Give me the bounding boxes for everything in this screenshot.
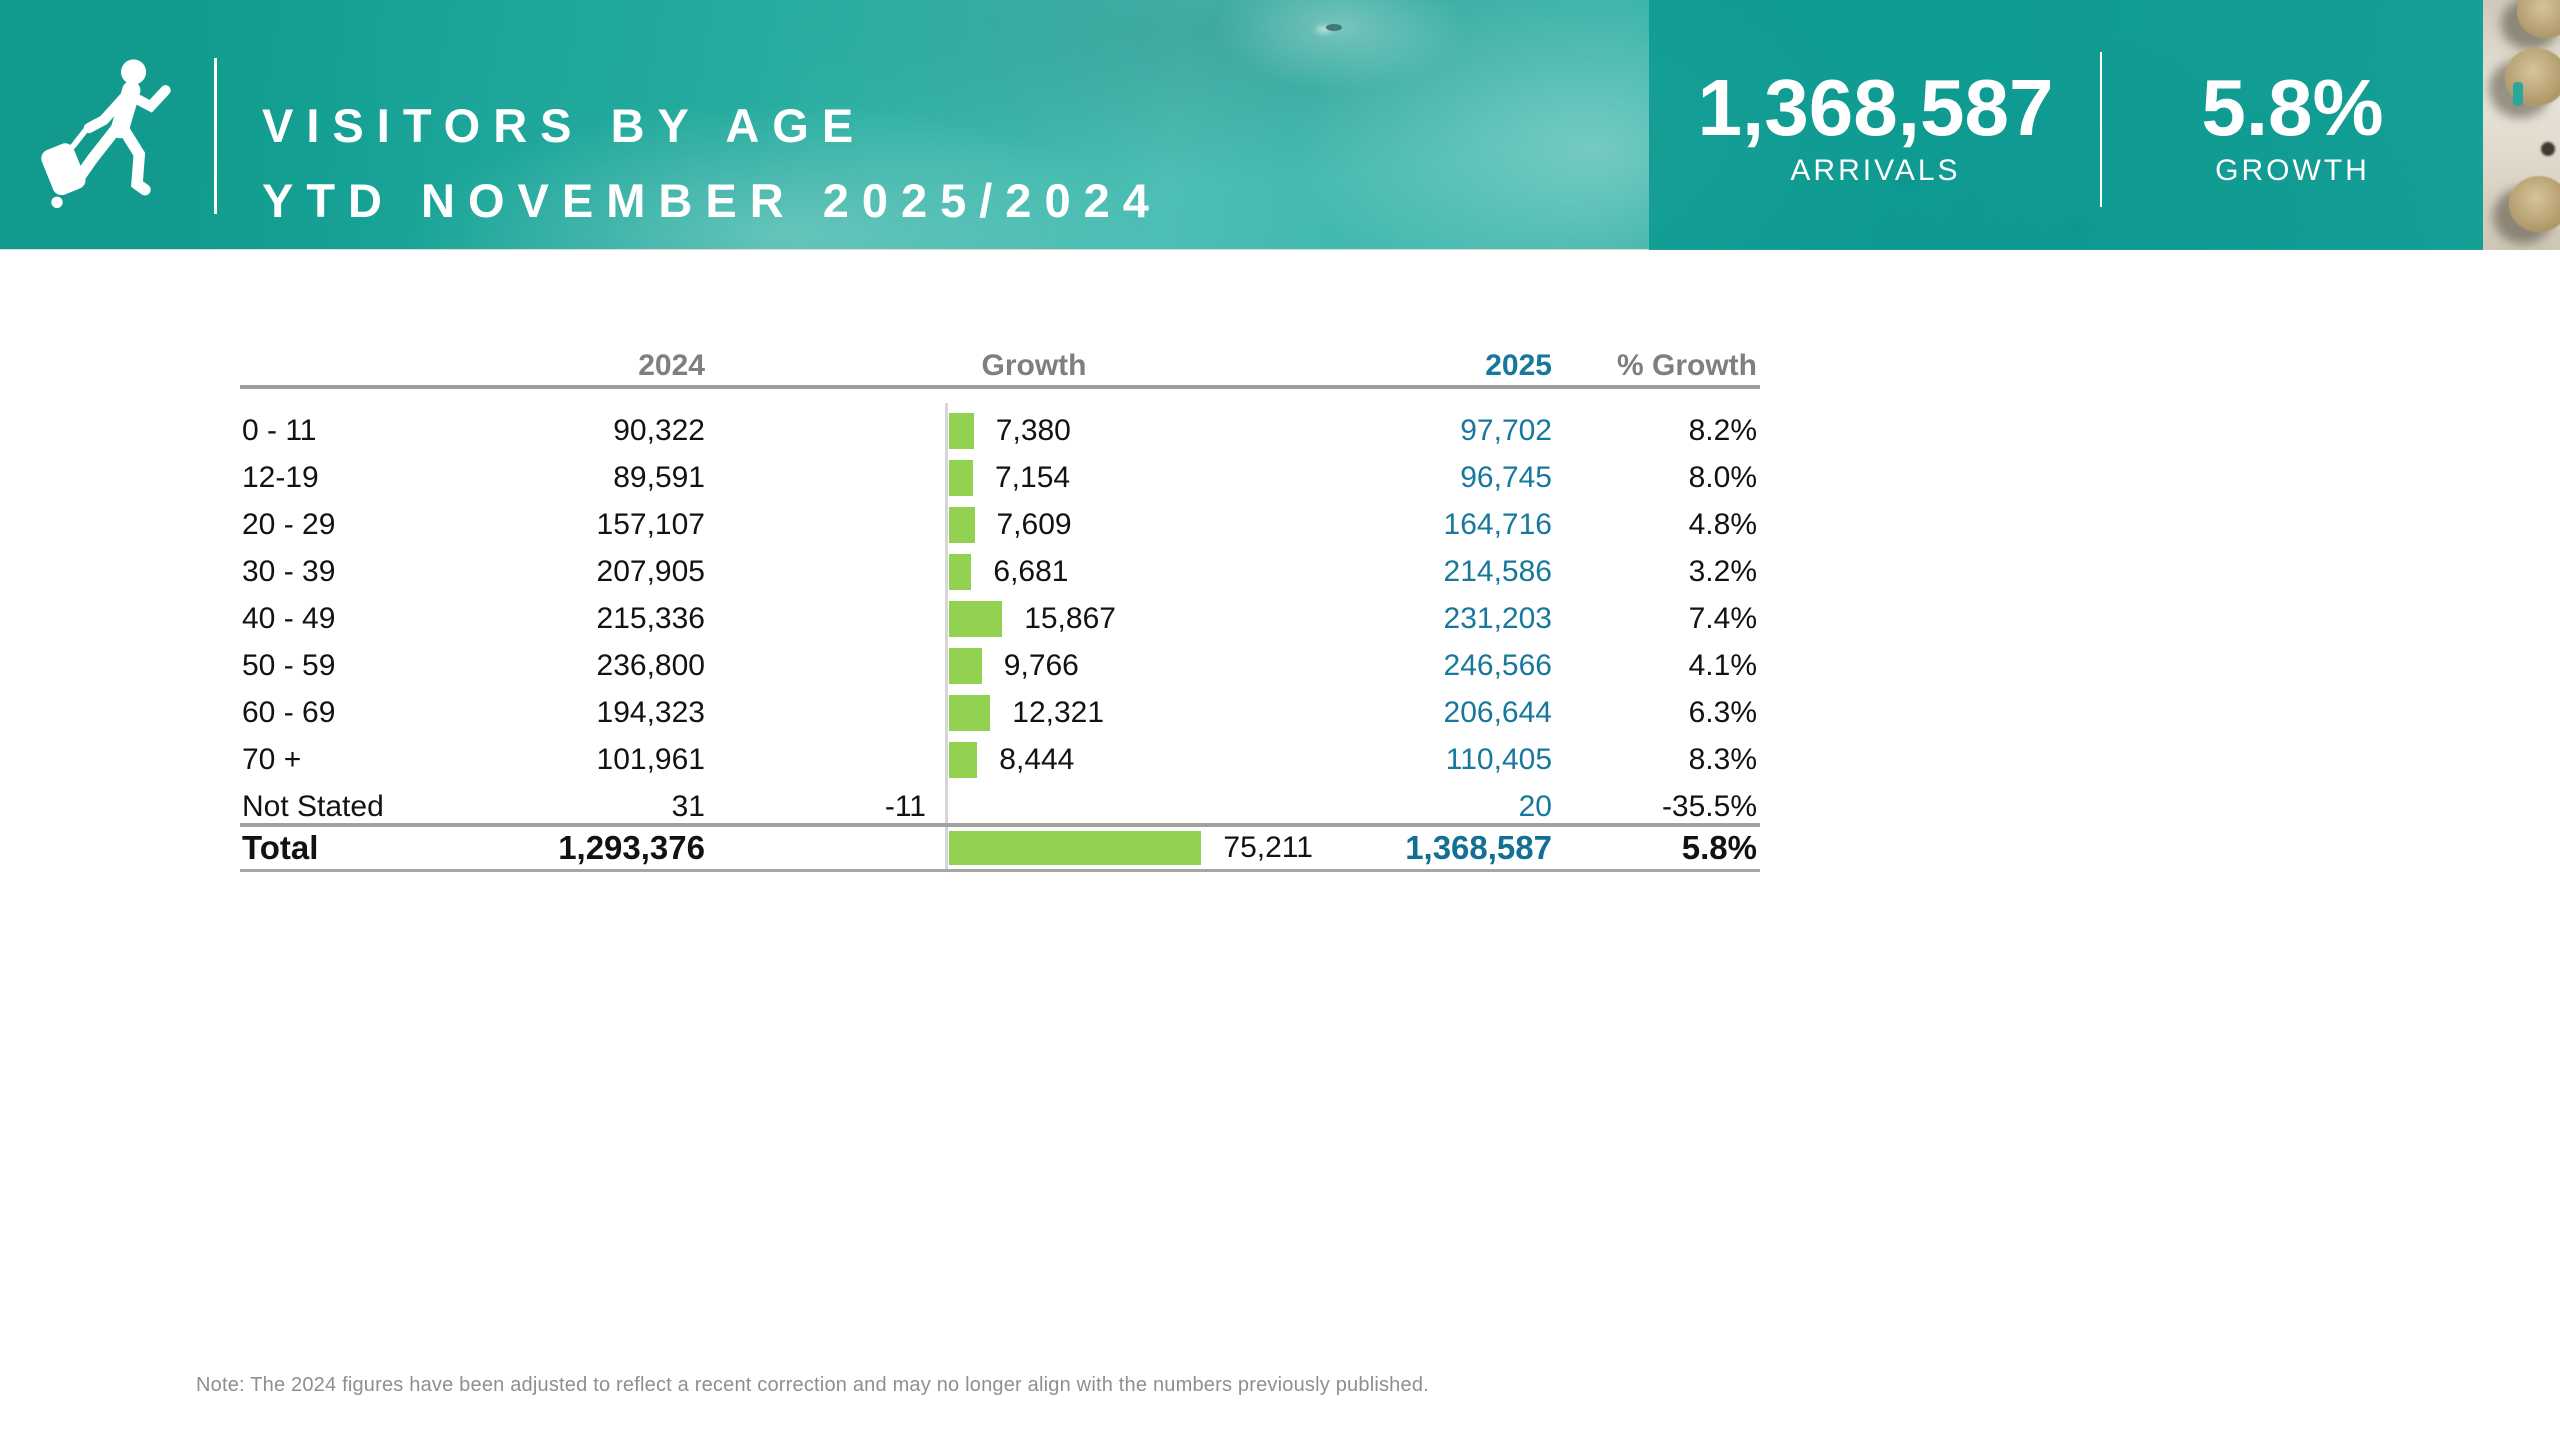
column-header-growth: Growth — [981, 349, 1087, 382]
growth-bar — [949, 459, 973, 496]
value-2025: 164,716 — [1443, 507, 1552, 541]
value-2025: 20 — [1518, 789, 1552, 823]
value-2024: 89,591 — [613, 460, 705, 494]
total-2025: 1,368,587 — [1405, 829, 1552, 866]
growth-bar — [949, 553, 972, 590]
pct-growth: 8.0% — [1688, 460, 1757, 494]
swimmer-photo-detail — [1326, 24, 1342, 31]
age-group-label: 40 - 49 — [242, 601, 336, 635]
age-group-label: 0 - 11 — [242, 413, 317, 447]
growth-bar-axis — [945, 403, 948, 872]
growth-value: 12,321 — [1012, 695, 1105, 729]
column-header-2024: 2024 — [638, 349, 705, 382]
value-2025: 110,405 — [1445, 742, 1552, 776]
arrivals-value: 1,368,587 — [1697, 63, 2054, 152]
age-group-label: 20 - 29 — [242, 507, 336, 541]
value-2025: 97,702 — [1460, 413, 1552, 447]
age-group-label: 30 - 39 — [242, 554, 336, 588]
growth-stat: 5.8% GROWTH — [2102, 0, 2483, 250]
growth-bar — [949, 647, 982, 684]
table-header-row: 2024 Growth 2025 % Growth — [240, 347, 1760, 389]
age-group-label: 50 - 59 — [242, 648, 336, 682]
age-group-label: 12-19 — [242, 460, 319, 494]
arrivals-label: ARRIVALS — [1790, 154, 1961, 187]
table-row-not-stated: Not Stated 31 -11 20 -35.5% — [240, 783, 1760, 830]
value-2024: 215,336 — [596, 601, 705, 635]
table-row: 0 - 11 90,322 7,380 97,702 8.2% — [240, 407, 1760, 454]
pct-growth: 8.3% — [1688, 742, 1757, 776]
value-2024: 236,800 — [596, 648, 705, 682]
value-2025: 214,586 — [1443, 554, 1552, 588]
pct-growth: 3.2% — [1688, 554, 1757, 588]
pct-growth: 4.8% — [1688, 507, 1757, 541]
table-row: 50 - 59 236,800 9,766 246,566 4.1% — [240, 642, 1760, 689]
page-title: VISITORS BY AGE — [262, 99, 867, 152]
total-label: Total — [242, 829, 319, 866]
growth-bar — [949, 741, 978, 778]
value-2025: 206,644 — [1443, 695, 1552, 729]
value-2025: 246,566 — [1443, 648, 1552, 682]
pct-growth: -35.5% — [1661, 789, 1757, 823]
footnote: Note: The 2024 figures have been adjuste… — [196, 1374, 1429, 1396]
total-growth-bar — [949, 831, 1202, 865]
arrivals-stat: 1,368,587 ARRIVALS — [1649, 0, 2102, 250]
total-pct-growth: 5.8% — [1681, 829, 1757, 866]
pct-growth: 4.1% — [1688, 648, 1757, 682]
stats-divider — [2100, 52, 2102, 207]
table-row: 70 + 101,961 8,444 110,405 8.3% — [240, 736, 1760, 783]
total-2024: 1,293,376 — [558, 829, 705, 866]
growth-value: 15,867 — [1024, 601, 1116, 635]
value-2024: 101,961 — [596, 742, 705, 776]
growth-bar — [949, 412, 974, 449]
total-growth-value: 75,211 — [1223, 831, 1313, 864]
age-group-label: 60 - 69 — [242, 695, 336, 729]
growth-value: 7,380 — [995, 413, 1071, 447]
beach-photo-strip — [2483, 0, 2560, 250]
age-group-label: 70 + — [242, 742, 302, 776]
growth-bar — [949, 694, 991, 731]
traveler-icon — [41, 59, 171, 208]
umbrella-pole — [2513, 82, 2523, 106]
growth-value: 5.8% — [2201, 63, 2384, 152]
growth-value: 7,609 — [996, 507, 1072, 541]
stats-panel: 1,368,587 ARRIVALS 5.8% GROWTH — [1649, 0, 2483, 250]
value-2024: 31 — [671, 789, 705, 823]
table-row: 60 - 69 194,323 12,321 206,644 6.3% — [240, 689, 1760, 736]
value-2025: 231,203 — [1443, 601, 1552, 635]
visitors-by-age-table: 2024 Growth 2025 % Growth 0 - 11 90,322 … — [240, 347, 1760, 872]
page-subtitle: YTD NOVEMBER 2025/2024 — [262, 174, 1162, 227]
table-row: 40 - 49 215,336 15,867 231,203 7.4% — [240, 595, 1760, 642]
column-header-pct-growth: % Growth — [1617, 349, 1757, 382]
pct-growth: 8.2% — [1688, 413, 1757, 447]
growth-bar — [949, 600, 1003, 637]
growth-value: 8,444 — [999, 742, 1075, 776]
table-total-row: Total 1,293,376 75,211 1,368,587 5.8% — [240, 823, 1760, 872]
beach-object — [2541, 142, 2555, 156]
value-2025: 96,745 — [1460, 460, 1552, 494]
header-divider — [214, 58, 217, 214]
growth-value-negative: -11 — [884, 789, 926, 823]
growth-value: 6,681 — [993, 554, 1069, 588]
value-2024: 90,322 — [613, 413, 705, 447]
growth-label: GROWTH — [2215, 154, 2370, 187]
value-2024: 194,323 — [596, 695, 705, 729]
growth-bar — [949, 506, 975, 543]
header-banner: VISITORS BY AGE YTD NOVEMBER 2025/2024 1… — [0, 0, 2560, 250]
table-row: 30 - 39 207,905 6,681 214,586 3.2% — [240, 548, 1760, 595]
pct-growth: 6.3% — [1688, 695, 1757, 729]
value-2024: 157,107 — [596, 507, 705, 541]
growth-value: 9,766 — [1003, 648, 1079, 682]
growth-value: 7,154 — [995, 460, 1071, 494]
table-row: 20 - 29 157,107 7,609 164,716 4.8% — [240, 501, 1760, 548]
age-group-label: Not Stated — [242, 789, 384, 823]
table-row: 12-19 89,591 7,154 96,745 8.0% — [240, 454, 1760, 501]
column-header-2025: 2025 — [1485, 349, 1552, 382]
thatched-umbrella — [2509, 176, 2560, 232]
pct-growth: 7.4% — [1688, 601, 1757, 635]
value-2024: 207,905 — [596, 554, 705, 588]
